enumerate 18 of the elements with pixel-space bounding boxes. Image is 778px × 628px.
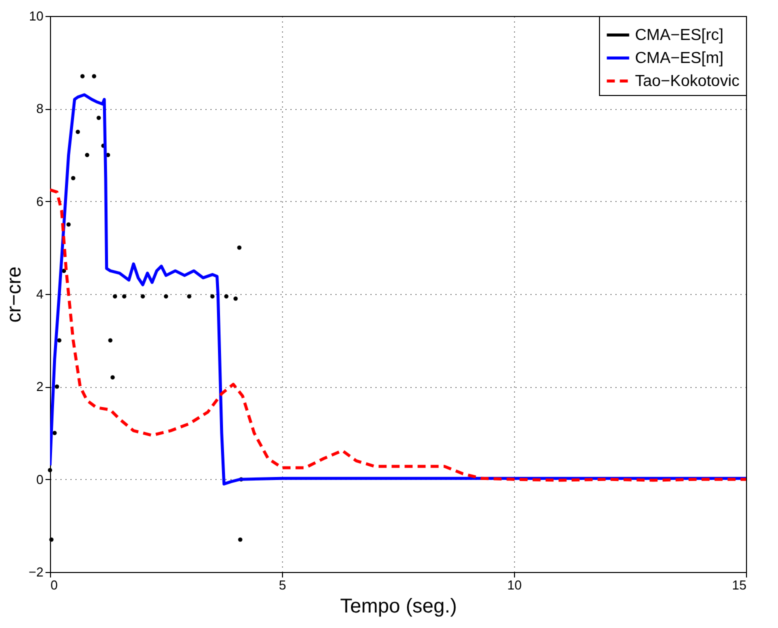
x-tick-label: 5 (278, 578, 286, 592)
y-tick-label: −2 (28, 564, 44, 580)
x-tick-label: 15 (732, 578, 746, 592)
x-tick-label: 10 (507, 578, 522, 592)
y-axis-title: cr−cre (4, 266, 26, 323)
x-tick-label: 0 (50, 578, 58, 592)
y-tick-label: 4 (36, 286, 44, 302)
x-axis-title: Tempo (seg.) (340, 596, 457, 618)
line-series (50, 188, 746, 482)
legend-label: CMA−ES[rc] (635, 27, 724, 44)
y-tick-label: 8 (36, 101, 44, 116)
y-tick-label: 6 (36, 194, 44, 209)
line-series (50, 93, 746, 486)
y-tick-label: 0 (36, 472, 44, 487)
y-tick-label: 10 (29, 8, 44, 24)
legend-label: Tao−Kokotovic (635, 73, 740, 90)
legend-label: CMA−ES[m] (635, 50, 724, 67)
y-tick-label: 2 (36, 379, 44, 394)
